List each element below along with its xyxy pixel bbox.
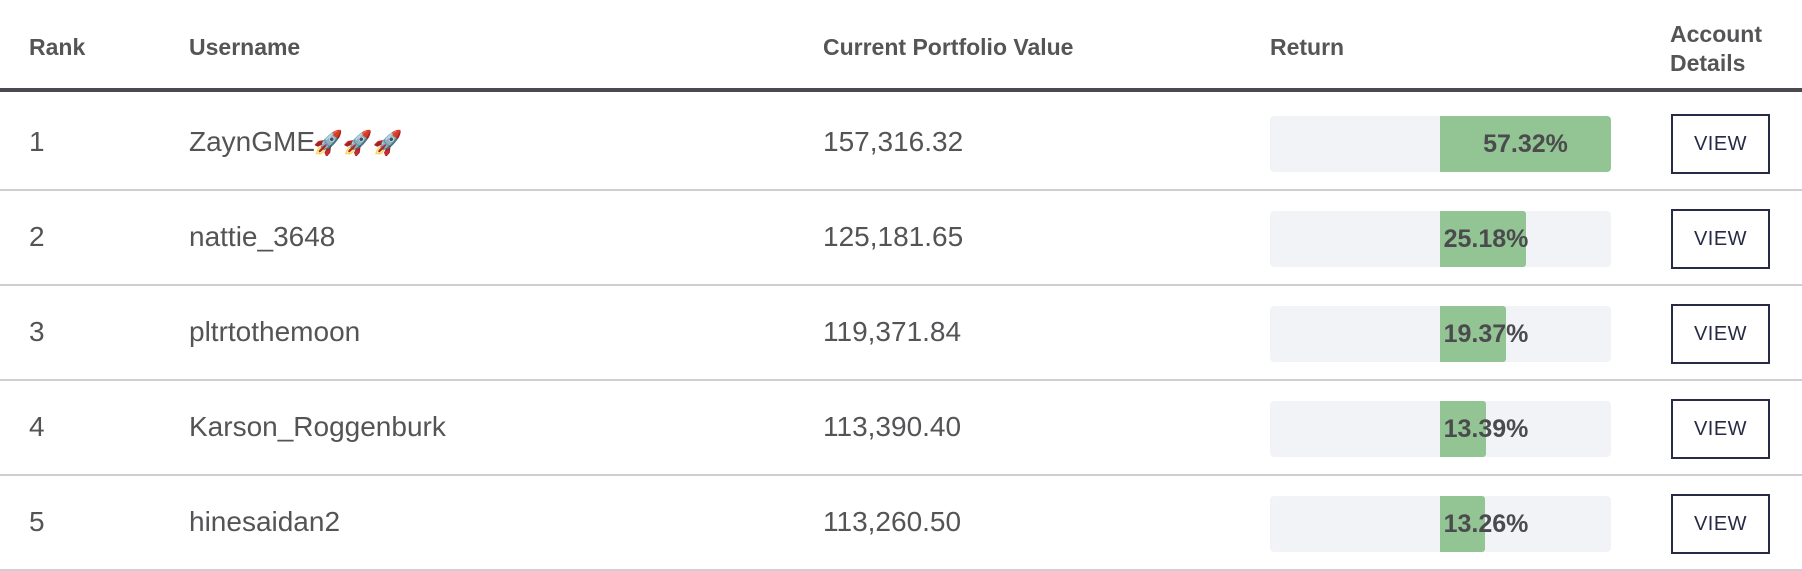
view-account-button[interactable]: VIEW xyxy=(1671,494,1770,554)
header-account-details: Account Details xyxy=(1670,20,1780,78)
return-bar: 19.37% xyxy=(1270,306,1611,362)
username-cell: hinesaidan2 xyxy=(189,505,340,539)
return-label: 19.37% xyxy=(1443,320,1529,348)
table-row: 5 hinesaidan2 113,260.50 13.26% VIEW xyxy=(0,476,1802,571)
rank-cell: 4 xyxy=(29,411,45,442)
return-bar: 13.39% xyxy=(1270,401,1611,457)
return-label: 57.32% xyxy=(1483,130,1568,158)
portfolio-value-cell: 125,181.65 xyxy=(823,221,964,252)
table-row: 3 pltrtothemoon 119,371.84 19.37% VIEW xyxy=(0,286,1802,381)
return-label: 25.18% xyxy=(1443,225,1529,253)
username-text: nattie_3648 xyxy=(189,221,336,252)
return-bar-fill xyxy=(1440,116,1611,172)
portfolio-value-cell: 113,390.40 xyxy=(823,411,962,442)
portfolio-value-cell: 157,316.32 xyxy=(823,126,964,157)
username-text: pltrtothemoon xyxy=(189,316,361,347)
rank-cell: 5 xyxy=(29,506,45,537)
return-label: 13.26% xyxy=(1443,510,1529,538)
rocket-emoji-icon: 🚀🚀🚀 xyxy=(313,130,403,157)
return-bar: 13.26% xyxy=(1270,496,1611,552)
header-portfolio-value: Current Portfolio Value xyxy=(823,34,1074,60)
username-cell: Karson_Roggenburk xyxy=(189,410,446,444)
rank-cell: 3 xyxy=(29,316,45,347)
header-return: Return xyxy=(1270,34,1345,60)
view-account-button[interactable]: VIEW xyxy=(1671,399,1770,459)
header-account-line2: Details xyxy=(1670,50,1746,76)
username-cell: ZaynGME🚀🚀🚀 xyxy=(189,125,403,161)
username-text: hinesaidan2 xyxy=(189,506,341,537)
return-bar: 25.18% xyxy=(1270,211,1611,267)
return-bar-fill xyxy=(1440,211,1526,267)
username-text: Karson_Roggenburk xyxy=(189,411,446,442)
portfolio-value-cell: 119,371.84 xyxy=(823,316,962,347)
table-row: 2 nattie_3648 125,181.65 25.18% VIEW xyxy=(0,191,1802,286)
table-row: 1 ZaynGME🚀🚀🚀 157,316.32 57.32% VIEW xyxy=(0,96,1802,191)
table-header: Rank Username Current Portfolio Value Re… xyxy=(0,0,1802,92)
header-username: Username xyxy=(189,34,301,60)
table-row: 4 Karson_Roggenburk 113,390.40 13.39% VI… xyxy=(0,381,1802,476)
rank-cell: 2 xyxy=(29,221,45,252)
header-account-line1: Account xyxy=(1670,21,1762,47)
return-label: 13.39% xyxy=(1443,415,1529,443)
view-account-button[interactable]: VIEW xyxy=(1671,209,1770,269)
rank-cell: 1 xyxy=(29,126,45,157)
username-text: ZaynGME xyxy=(189,126,316,157)
username-cell: pltrtothemoon xyxy=(189,315,360,349)
view-account-button[interactable]: VIEW xyxy=(1671,114,1770,174)
return-bar: 57.32% xyxy=(1270,116,1611,172)
username-cell: nattie_3648 xyxy=(189,220,335,254)
return-bar-fill xyxy=(1440,496,1485,552)
header-rank: Rank xyxy=(29,34,86,60)
return-bar-fill xyxy=(1440,401,1486,457)
return-bar-fill xyxy=(1440,306,1506,362)
view-account-button[interactable]: VIEW xyxy=(1671,304,1770,364)
portfolio-value-cell: 113,260.50 xyxy=(823,506,962,537)
